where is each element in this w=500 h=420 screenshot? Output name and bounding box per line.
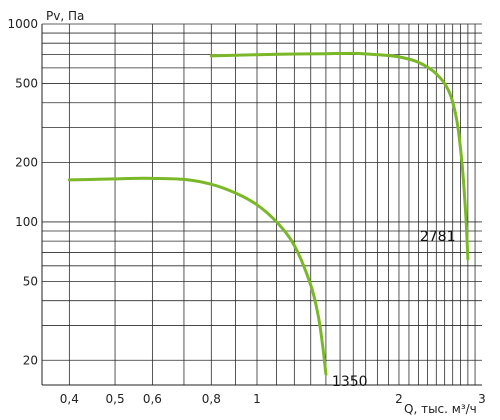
- x-tick-label: 0,4: [60, 392, 79, 406]
- x-tick-label: 0,5: [106, 392, 125, 406]
- y-tick-label: 20: [23, 353, 38, 367]
- y-tick-label: 50: [23, 275, 38, 289]
- x-tick-label: 3: [478, 392, 486, 406]
- series-label-2781: 2781: [420, 229, 456, 245]
- tick-labels: 0,4 0,5 0,6 0,8 1 2 3 20 50 100 200 500 1000: [7, 17, 485, 406]
- grid: [42, 23, 482, 385]
- y-tick-label: 1000: [7, 17, 38, 31]
- y-axis-label: Pv, Па: [46, 9, 84, 23]
- x-tick-label: 1: [253, 392, 261, 406]
- y-tick-label: 500: [15, 77, 38, 91]
- y-tick-label: 100: [15, 215, 38, 229]
- curves: 1350 2781: [67, 51, 470, 390]
- x-axis-label: Q, тыс. м³/ч: [404, 402, 477, 416]
- x-tick-label: 0,8: [202, 392, 221, 406]
- series-line-2781: [209, 51, 470, 261]
- x-tick-label: 0,6: [143, 392, 162, 406]
- x-tick-label: 2: [395, 392, 403, 406]
- series-line-1350: [67, 176, 328, 376]
- plot-frame: [41, 24, 482, 386]
- series-label-1350: 1350: [332, 374, 368, 390]
- y-tick-label: 200: [15, 155, 38, 169]
